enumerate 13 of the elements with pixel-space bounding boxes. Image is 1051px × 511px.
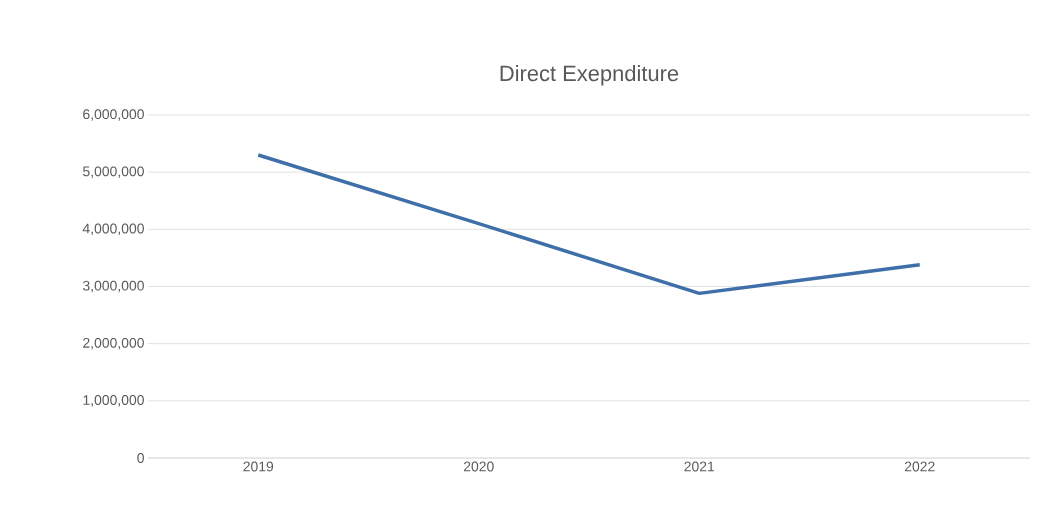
line-series [256, 153, 922, 296]
x-tick-label: 2020 [463, 461, 494, 472]
y-tick-label: 6,000,000 [83, 109, 144, 121]
x-tick-label: 2021 [684, 461, 715, 472]
y-tick-label: 2,000,000 [83, 337, 144, 350]
y-tick-label: 3,000,000 [82, 280, 144, 293]
y-tick-label: 5,000,000 [82, 166, 144, 178]
y-tick-label: 0 [137, 453, 144, 463]
y-tick-label: 4,000,000 [82, 223, 144, 236]
x-tick-label: 2022 [904, 461, 935, 472]
x-tick-label: 2019 [243, 461, 274, 472]
y-tick-label: 1,000,000 [83, 395, 144, 407]
chart-title: Direct Exepnditure [500, 65, 679, 86]
